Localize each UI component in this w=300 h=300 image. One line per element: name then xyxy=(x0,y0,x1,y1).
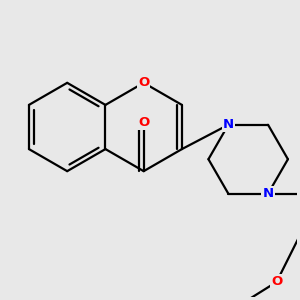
Text: O: O xyxy=(138,116,149,129)
Text: N: N xyxy=(262,187,274,200)
Text: O: O xyxy=(271,275,282,289)
Text: N: N xyxy=(223,118,234,131)
Text: O: O xyxy=(138,76,149,89)
